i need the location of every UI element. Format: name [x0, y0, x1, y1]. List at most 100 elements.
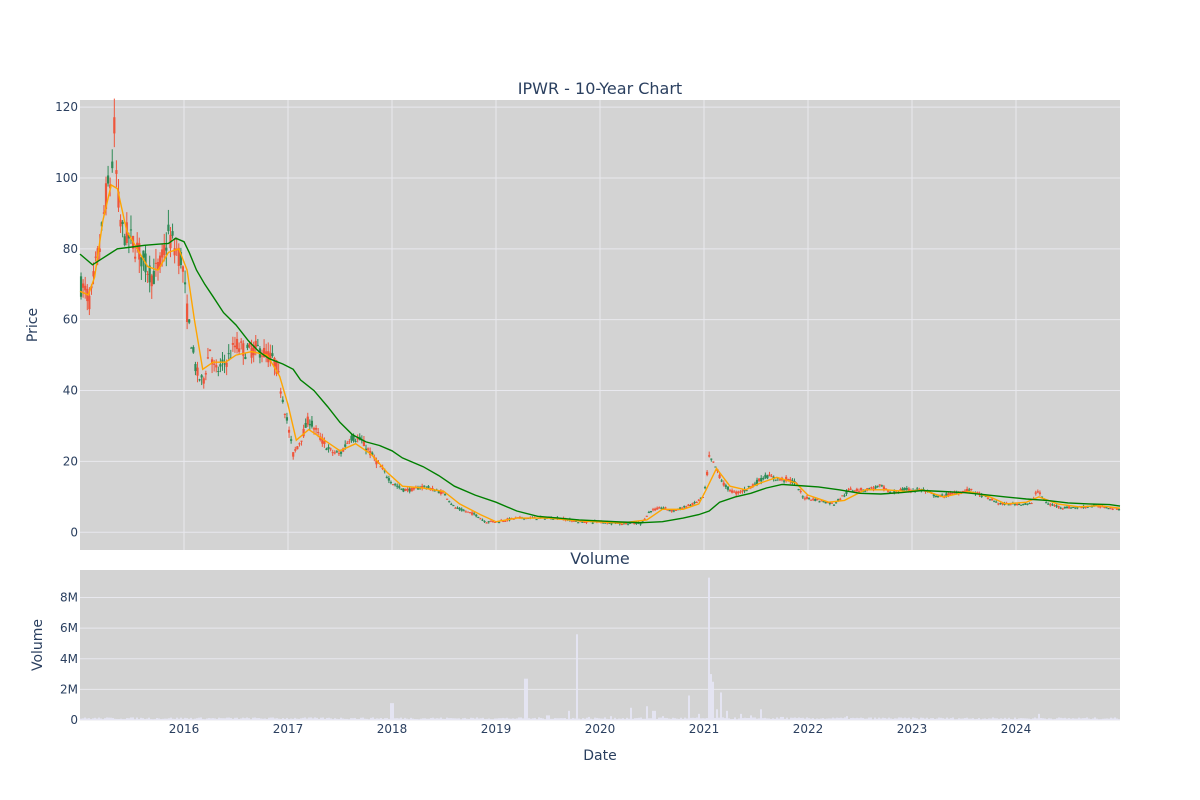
volume-bar	[96, 718, 98, 720]
price-candle	[706, 471, 709, 476]
volume-bar	[962, 718, 964, 720]
price-candle	[968, 489, 971, 491]
price-candle	[437, 491, 440, 494]
price-candle	[737, 491, 740, 494]
price-candle	[161, 249, 164, 258]
volume-bar	[296, 718, 298, 720]
volume-bar	[890, 718, 892, 720]
volume-bar	[166, 718, 168, 720]
volume-bar	[470, 717, 472, 720]
price-candle	[824, 501, 827, 504]
volume-bar	[142, 718, 144, 720]
price-candle	[287, 429, 291, 433]
volume-bar	[556, 718, 558, 720]
volume-bar	[854, 718, 856, 720]
volume-bar	[122, 719, 124, 720]
volume-bar	[244, 718, 246, 720]
price-candle	[678, 507, 682, 510]
volume-bar	[406, 718, 408, 720]
price-candle	[396, 485, 399, 487]
price-candle	[741, 490, 744, 492]
price-candle	[235, 338, 239, 350]
volume-bar	[612, 719, 614, 720]
price-candle	[814, 498, 817, 502]
volume-bar	[934, 718, 936, 720]
price-candle	[1053, 505, 1056, 507]
price-candle	[1030, 503, 1033, 505]
price-candle	[1007, 504, 1010, 506]
volume-bar	[570, 718, 572, 720]
volume-bar	[1072, 718, 1074, 720]
volume-bar	[542, 718, 544, 720]
volume-y-tick-label: 8M	[60, 591, 78, 605]
price-candle	[828, 502, 831, 504]
price-candle	[714, 466, 717, 468]
volume-bar	[832, 717, 834, 720]
price-candle	[764, 474, 767, 478]
price-candle	[294, 449, 297, 451]
price-candle	[847, 489, 850, 491]
volume-bar	[872, 719, 874, 720]
price-y-tick-label: 60	[63, 313, 78, 327]
volume-bar	[1018, 718, 1020, 720]
price-candle	[988, 499, 992, 501]
price-candle	[1074, 507, 1077, 509]
volume-bar	[218, 717, 220, 720]
x-tick-label: 2022	[793, 722, 824, 736]
price-candle	[803, 498, 806, 500]
volume-bar	[328, 717, 330, 720]
price-candle	[244, 356, 247, 360]
volume-bar	[434, 718, 436, 720]
volume-bar	[308, 717, 310, 720]
volume-bar	[272, 717, 274, 720]
volume-bar	[662, 716, 664, 720]
volume-bar	[288, 719, 290, 720]
volume-bar	[946, 717, 948, 720]
price-candle	[404, 489, 407, 491]
volume-bar	[592, 719, 594, 720]
price-candle	[225, 362, 228, 367]
price-candle	[265, 351, 268, 356]
volume-bar	[252, 717, 254, 720]
volume-bar	[560, 718, 562, 720]
volume-bar	[684, 717, 686, 720]
volume-bar	[766, 718, 768, 720]
price-candle	[1036, 491, 1039, 493]
volume-bar	[362, 717, 364, 720]
price-candle	[312, 428, 316, 430]
volume-bar	[776, 717, 778, 720]
volume-bar	[696, 717, 698, 720]
volume-bar	[540, 717, 542, 720]
price-candle	[993, 500, 996, 502]
volume-bar	[404, 717, 406, 720]
volume-bar	[1062, 718, 1064, 720]
volume-bar	[712, 681, 714, 720]
price-candle	[188, 319, 191, 323]
volume-bar	[518, 717, 520, 720]
moving-averages	[79, 183, 1121, 524]
volume-bar	[174, 718, 176, 720]
volume-bar	[838, 717, 840, 720]
volume-bar	[740, 713, 742, 720]
price-candle	[949, 492, 952, 495]
volume-bar	[420, 718, 422, 720]
volume-bar	[762, 718, 764, 720]
volume-bar	[810, 718, 812, 720]
price-candle	[785, 476, 788, 481]
price-candle	[535, 519, 538, 521]
volume-bar	[858, 718, 860, 720]
volume-bar	[826, 718, 828, 720]
volume-bar	[490, 719, 492, 720]
price-candle	[204, 373, 207, 375]
volume-bar	[448, 718, 450, 720]
volume-bar	[666, 717, 668, 720]
volume-bar	[280, 718, 282, 720]
price-candle	[1045, 502, 1048, 504]
price-candle	[697, 499, 700, 501]
price-candle	[196, 367, 199, 376]
volume-bar	[1014, 717, 1016, 720]
volume-bar	[1048, 718, 1050, 720]
price-candle	[720, 480, 723, 482]
price-candle	[94, 256, 97, 258]
price-candle	[662, 507, 665, 509]
